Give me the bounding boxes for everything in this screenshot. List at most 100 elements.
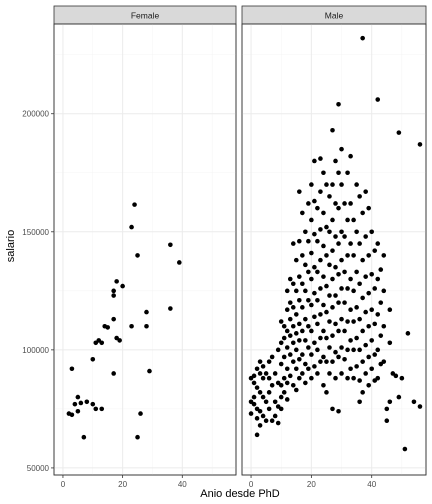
data-point	[354, 305, 359, 310]
data-point	[263, 399, 269, 405]
data-point	[330, 406, 335, 412]
data-point	[90, 401, 96, 407]
data-point	[111, 293, 116, 298]
data-point	[369, 338, 375, 343]
data-point	[69, 366, 75, 372]
data-point	[309, 352, 314, 357]
data-point	[177, 260, 182, 265]
data-point	[339, 229, 344, 235]
data-point	[257, 371, 263, 376]
data-point	[366, 323, 371, 329]
data-point	[342, 234, 347, 239]
data-point	[293, 387, 299, 393]
x-tick-label: 20	[118, 480, 127, 489]
data-point	[303, 262, 308, 268]
data-point	[254, 385, 260, 390]
grid-female	[54, 24, 236, 475]
data-point	[257, 408, 263, 414]
data-point	[348, 338, 353, 343]
data-point	[345, 375, 350, 381]
data-point	[333, 375, 338, 381]
data-point	[111, 371, 116, 376]
data-point	[345, 319, 350, 324]
data-point	[330, 182, 335, 187]
data-point	[269, 382, 275, 388]
data-point	[281, 323, 287, 329]
data-point	[360, 359, 365, 364]
data-point	[306, 238, 311, 244]
data-point	[315, 347, 320, 353]
data-point	[384, 406, 390, 412]
data-point	[324, 309, 329, 315]
data-point	[315, 297, 320, 303]
data-point	[312, 264, 317, 270]
x-tick-label: 40	[367, 480, 376, 489]
data-point	[290, 241, 296, 246]
data-point	[293, 347, 299, 353]
data-point	[306, 297, 311, 303]
data-point	[324, 224, 329, 230]
data-point	[297, 321, 302, 327]
data-point	[318, 189, 323, 194]
data-point	[284, 307, 290, 313]
data-point	[281, 335, 287, 341]
data-point	[303, 316, 308, 322]
data-point	[81, 434, 87, 440]
data-point	[327, 345, 332, 350]
data-point	[360, 328, 365, 334]
data-point	[297, 274, 302, 279]
data-point	[366, 205, 371, 211]
data-point	[321, 210, 326, 216]
data-point	[342, 201, 347, 206]
data-point	[324, 390, 329, 395]
data-point	[333, 293, 338, 298]
data-point	[69, 412, 75, 418]
data-point	[315, 205, 320, 211]
data-point	[318, 359, 323, 364]
data-point	[290, 382, 296, 388]
data-point	[363, 371, 368, 376]
data-point	[290, 305, 296, 310]
data-point	[357, 347, 362, 353]
data-point	[336, 241, 341, 246]
data-point	[284, 345, 290, 350]
data-point	[318, 257, 323, 263]
data-point	[266, 406, 272, 412]
data-point	[303, 361, 308, 367]
data-point	[321, 328, 326, 334]
data-point	[72, 401, 78, 407]
grid-male	[242, 24, 426, 475]
data-point	[287, 276, 293, 282]
data-point	[248, 411, 254, 416]
strip-label-female: Female	[131, 11, 160, 21]
data-point	[357, 241, 362, 246]
data-point	[290, 359, 296, 364]
data-point	[284, 288, 290, 294]
data-point	[318, 227, 323, 232]
data-point	[297, 189, 302, 194]
data-point	[333, 234, 338, 239]
data-point	[111, 288, 116, 294]
data-point	[287, 373, 293, 379]
data-point	[369, 229, 375, 235]
data-point	[351, 375, 356, 381]
data-point	[144, 309, 149, 315]
data-point	[306, 323, 311, 329]
data-point	[366, 354, 371, 360]
data-point	[378, 333, 384, 338]
data-point	[129, 323, 134, 329]
x-axis-ticks-male: 0 20 40	[249, 475, 377, 489]
data-point	[336, 300, 341, 305]
data-point	[284, 397, 290, 402]
data-point	[284, 328, 290, 334]
data-point	[372, 321, 378, 327]
data-point	[297, 375, 302, 381]
panel-female	[53, 23, 237, 476]
data-point	[84, 399, 90, 405]
data-point	[318, 335, 323, 341]
data-point	[321, 243, 326, 249]
data-point	[327, 371, 332, 376]
data-point	[324, 253, 329, 258]
data-point	[405, 331, 411, 336]
data-point	[144, 323, 149, 329]
